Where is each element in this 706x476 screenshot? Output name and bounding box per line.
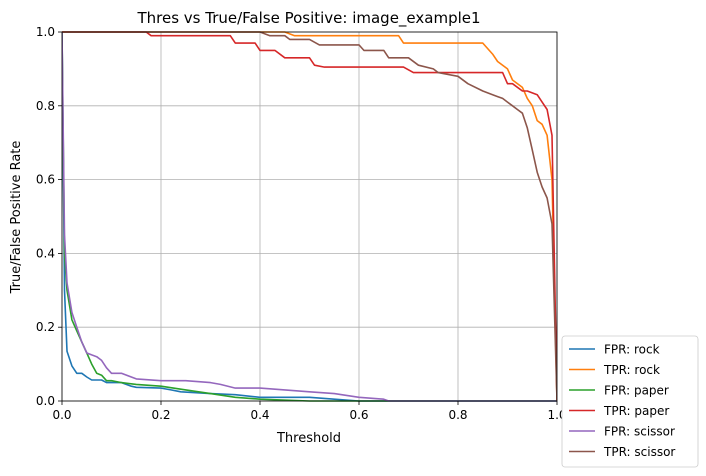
legend-label: TPR: paper — [603, 404, 669, 418]
legend: FPR: rock TPR: rock FPR: paper TPR: paper FP… — [561, 335, 699, 468]
y-axis-label: True/False Positive Rate — [9, 141, 24, 295]
x-tick-label: 0.2 — [151, 408, 170, 422]
series-line-fpr-scissor — [62, 31, 557, 402]
y-axis-ticks: 0.0 0.2 0.4 0.6 0.8 1.0 — [36, 25, 62, 408]
legend-label: TPR: scissor — [603, 445, 675, 459]
y-tick-label: 0.8 — [36, 99, 55, 113]
series-line-fpr-paper — [62, 31, 557, 402]
grid — [61, 31, 558, 402]
x-tick-label: 0.8 — [448, 408, 467, 422]
y-tick-label: 0.6 — [36, 173, 55, 187]
legend-box — [561, 335, 699, 468]
series-line-tpr-scissor — [62, 31, 557, 402]
y-tick-label: 0.0 — [36, 394, 55, 408]
x-tick-label: 0.4 — [250, 408, 269, 422]
series-line-fpr-rock — [62, 31, 557, 402]
x-tick-label: 0.6 — [349, 408, 368, 422]
x-tick-label: 0.0 — [52, 408, 71, 422]
legend-label: TPR: rock — [603, 363, 660, 377]
legend-label: FPR: paper — [604, 384, 669, 398]
series-line-tpr-rock — [62, 31, 557, 402]
series-line-tpr-paper — [62, 31, 557, 402]
x-axis-ticks: 0.0 0.2 0.4 0.6 0.8 1.0 — [52, 401, 567, 422]
y-tick-label: 0.2 — [36, 320, 55, 334]
y-tick-label: 0.4 — [36, 246, 55, 260]
chart-title: Thres vs True/False Positive: image_exam… — [136, 9, 480, 28]
x-axis-label: Threshold — [276, 431, 341, 446]
plot-area-frame — [61, 31, 558, 402]
legend-label: FPR: scissor — [604, 425, 675, 439]
legend-label: FPR: rock — [604, 343, 660, 357]
y-tick-label: 1.0 — [36, 25, 55, 39]
series-lines — [62, 31, 557, 402]
